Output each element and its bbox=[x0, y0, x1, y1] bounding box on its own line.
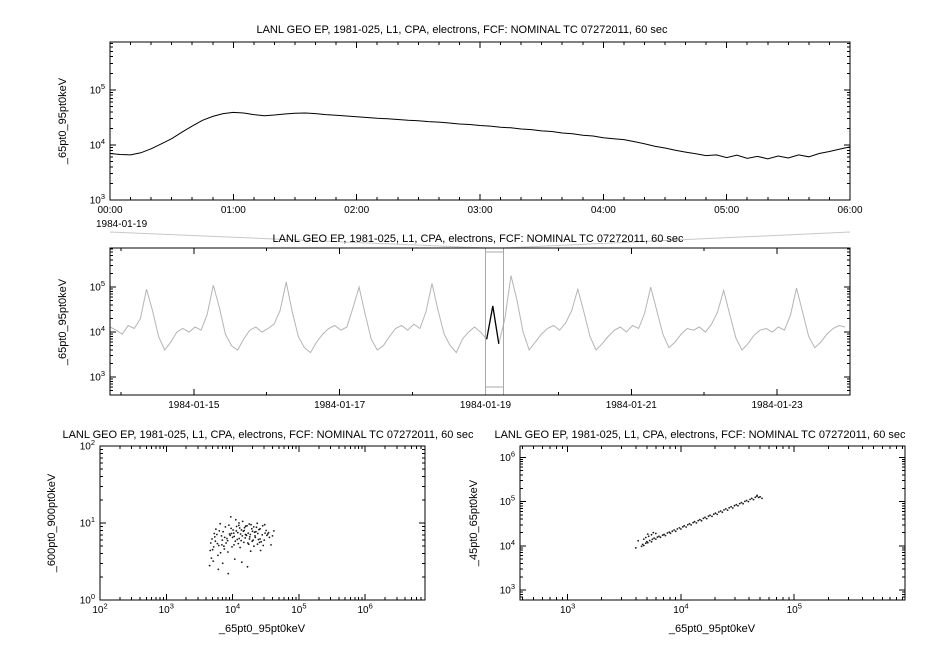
panel3-ylabel: _600pt0_900pt0keV bbox=[46, 473, 58, 573]
x-axis-ticks: 00:00 01:00 02:00 03:00 04:00 05:00 06:00 bbox=[97, 42, 863, 216]
panel4-ylabel: _45pt0_65pt0keV bbox=[468, 479, 480, 567]
zoom-connector-right bbox=[503, 231, 851, 249]
highlighted-interval-line bbox=[486, 305, 500, 344]
plot-frame[interactable] bbox=[109, 247, 851, 396]
panel4-title: LANL GEO EP, 1981-025, L1, CPA, electron… bbox=[494, 429, 906, 441]
plot-frame[interactable] bbox=[99, 445, 426, 601]
x-axis-ticks: 103 104 105 bbox=[522, 446, 903, 617]
context-timeseries-line bbox=[109, 275, 846, 354]
panel2-ylabel: _65pt0_95pt0keV bbox=[57, 278, 69, 366]
axis-tick-label: 104 bbox=[90, 324, 105, 339]
scatter-600-900-points bbox=[208, 516, 275, 575]
axis-tick-label: 105 bbox=[291, 602, 306, 617]
panel1-date-label: 1984-01-19 bbox=[96, 219, 148, 230]
time-tick-label: 01:00 bbox=[221, 205, 246, 216]
axis-tick-label: 102 bbox=[92, 602, 107, 617]
axis-tick-label: 105 bbox=[90, 82, 105, 97]
panel3-xlabel: _65pt0_95pt0keV bbox=[218, 623, 306, 635]
date-tick-label: 1984-01-23 bbox=[752, 400, 804, 411]
labels-layer: LANL GEO EP, 1981-025, L1, CPA, electron… bbox=[46, 24, 906, 635]
zoom-timeseries-line bbox=[109, 111, 851, 160]
axis-tick-label: 104 bbox=[225, 602, 240, 617]
scatter-45-65-points bbox=[634, 494, 763, 549]
panel1-ylabel: _65pt0_95pt0keV bbox=[57, 77, 69, 165]
axis-tick-label: 103 bbox=[159, 602, 174, 617]
axis-tick-label: 101 bbox=[80, 515, 95, 530]
axis-tick-label: 105 bbox=[500, 494, 515, 509]
time-tick-label: 06:00 bbox=[837, 205, 862, 216]
date-tick-label: 1984-01-19 bbox=[460, 400, 512, 411]
y-axis-ticks: 103 104 105 106 bbox=[500, 449, 905, 601]
panel3-title: LANL GEO EP, 1981-025, L1, CPA, electron… bbox=[62, 429, 474, 441]
panel1-title: LANL GEO EP, 1981-025, L1, CPA, electron… bbox=[256, 24, 668, 36]
zoom-connector-left bbox=[109, 231, 486, 249]
time-tick-label: 02:00 bbox=[344, 205, 369, 216]
time-tick-label: 04:00 bbox=[591, 205, 616, 216]
time-tick-label: 00:00 bbox=[97, 205, 122, 216]
zoom-selection-box[interactable] bbox=[484, 248, 505, 395]
date-tick-label: 1984-01-17 bbox=[314, 400, 366, 411]
panel4-xlabel: _65pt0_95pt0keV bbox=[668, 623, 756, 635]
axis-tick-label: 104 bbox=[90, 137, 105, 152]
axis-tick-label: 106 bbox=[500, 449, 515, 464]
axis-tick-label: 106 bbox=[357, 602, 372, 617]
date-tick-label: 1984-01-21 bbox=[606, 400, 658, 411]
x-axis-ticks: 102 103 104 105 106 bbox=[92, 446, 426, 617]
axis-tick-label: 103 bbox=[560, 602, 575, 617]
axis-tick-label: 105 bbox=[90, 279, 105, 294]
plot-frame[interactable] bbox=[109, 41, 851, 201]
panel-context-timeseries: 103 104 105 1984-01-15 1984-01-17 1984-01-19 1… bbox=[90, 231, 851, 411]
axis-tick-label: 104 bbox=[500, 538, 515, 553]
panel-scatter-45-65: 103 104 105 106 103 104 105 bbox=[500, 445, 906, 617]
panel2-title: LANL GEO EP, 1981-025, L1, CPA, electron… bbox=[272, 233, 684, 245]
axis-tick-label: 104 bbox=[673, 602, 688, 617]
axis-tick-label: 103 bbox=[90, 369, 105, 384]
axis-tick-label: 103 bbox=[500, 582, 515, 597]
plot-frame[interactable] bbox=[519, 445, 906, 601]
axis-tick-label: 105 bbox=[787, 602, 802, 617]
date-tick-label: 1984-01-15 bbox=[168, 400, 220, 411]
time-tick-label: 03:00 bbox=[467, 205, 492, 216]
time-tick-label: 05:00 bbox=[714, 205, 739, 216]
